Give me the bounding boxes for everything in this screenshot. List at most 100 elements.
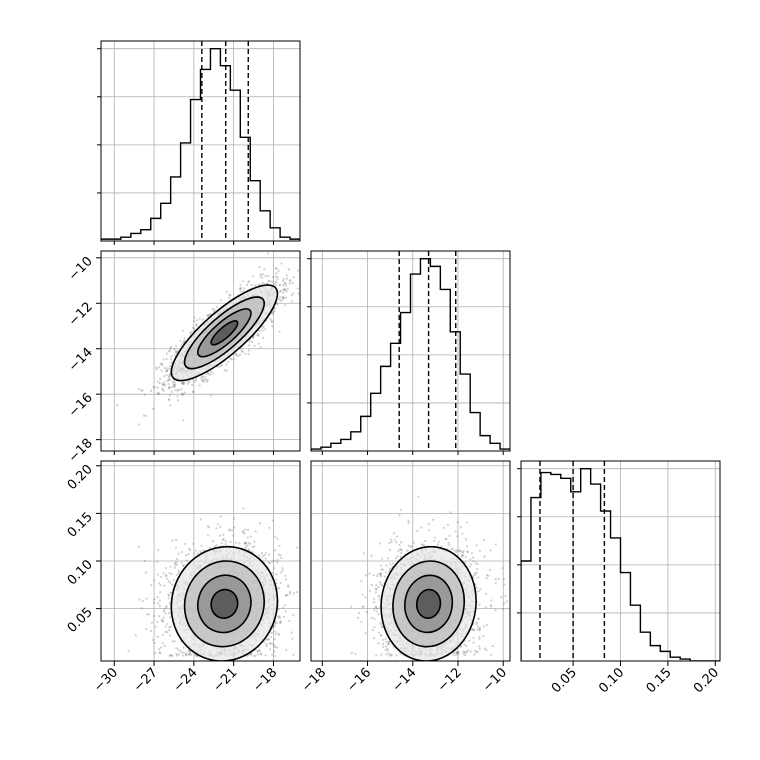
sample-point	[276, 278, 279, 281]
sample-point	[173, 640, 176, 643]
sample-point	[184, 542, 187, 545]
hist-bars-param1	[311, 257, 510, 451]
sample-point	[274, 280, 277, 284]
sample-point	[267, 561, 270, 564]
sample-point	[254, 284, 257, 287]
sample-point	[267, 638, 270, 641]
sample-point	[247, 548, 250, 551]
sample-point	[258, 554, 261, 557]
sample-point	[286, 584, 290, 587]
sample-point	[242, 531, 245, 534]
sample-point	[175, 538, 178, 542]
sample-point	[183, 391, 186, 394]
sample-point	[257, 334, 260, 337]
sample-point	[239, 290, 242, 293]
sample-point	[174, 350, 177, 353]
sample-point	[171, 640, 174, 643]
sample-point	[170, 361, 173, 365]
sample-point	[194, 378, 198, 381]
sample-point	[152, 615, 155, 618]
sample-point	[304, 270, 306, 272]
sample-point	[244, 547, 247, 550]
sample-point	[209, 313, 212, 316]
sample-point	[296, 287, 300, 290]
sample-point	[243, 542, 246, 545]
sample-point	[182, 382, 185, 385]
sample-point	[220, 363, 223, 367]
sample-point	[158, 392, 161, 396]
sample-point	[267, 279, 270, 283]
sample-point	[202, 318, 205, 321]
sample-point	[127, 650, 130, 653]
sample-point	[288, 619, 291, 623]
sample-point	[187, 553, 190, 556]
sample-point	[175, 351, 178, 354]
sample-point	[152, 579, 156, 582]
sample-point	[247, 281, 250, 284]
sample-point	[291, 637, 294, 640]
sample-point	[141, 599, 144, 603]
sample-point	[153, 386, 156, 389]
sample-point	[152, 601, 156, 604]
sample-point	[182, 564, 185, 567]
sample-point	[201, 549, 205, 552]
panel-hist-param2	[517, 460, 721, 662]
sample-point	[189, 331, 192, 335]
sample-point	[245, 283, 249, 287]
contour-line	[170, 284, 279, 382]
sample-point	[177, 569, 180, 572]
sample-point	[138, 598, 141, 601]
sample-point	[157, 548, 160, 551]
sample-point	[230, 357, 233, 361]
sample-point	[195, 319, 198, 322]
sample-point	[227, 296, 230, 300]
sample-point	[263, 554, 266, 557]
panel-hist-param0	[97, 40, 301, 242]
sample-point	[239, 286, 243, 289]
sample-point	[273, 644, 276, 647]
sample-point	[204, 378, 208, 382]
sample-point	[264, 557, 267, 560]
sample-point	[155, 366, 158, 369]
sample-point	[219, 525, 222, 529]
sample-point	[158, 648, 161, 651]
sample-point	[279, 554, 282, 557]
sample-point	[268, 561, 271, 564]
sample-point	[254, 654, 257, 657]
sample-point	[278, 283, 281, 286]
sample-point	[188, 650, 191, 653]
sample-point	[273, 310, 276, 313]
sample-point	[167, 378, 170, 381]
sample-point	[261, 273, 265, 276]
sample-point	[231, 529, 234, 532]
sample-point	[193, 552, 196, 555]
sample-point	[278, 330, 281, 333]
sample-point	[176, 395, 179, 398]
sample-point	[283, 288, 287, 291]
sample-point	[284, 281, 287, 285]
sample-point	[179, 339, 182, 343]
sample-point	[265, 638, 268, 641]
sample-point	[181, 342, 184, 345]
sample-point	[167, 398, 171, 402]
sample-point	[165, 369, 168, 372]
sample-point	[200, 377, 203, 380]
histogram-step-param2	[521, 467, 720, 661]
sample-point	[290, 294, 293, 297]
sample-point	[229, 294, 232, 297]
sample-point	[163, 608, 166, 611]
sample-point	[162, 610, 166, 613]
sample-point	[278, 544, 281, 548]
sample-point	[171, 539, 174, 542]
sample-point	[170, 355, 173, 358]
sample-point	[156, 380, 159, 383]
sample-point	[156, 386, 159, 389]
sample-point	[158, 651, 161, 655]
sample-point	[158, 381, 161, 385]
sample-point	[282, 291, 285, 294]
hist-bars-param0	[101, 47, 300, 241]
sample-point	[193, 327, 196, 330]
sample-point	[153, 598, 156, 601]
sample-point	[173, 384, 176, 387]
sample-point	[259, 346, 262, 349]
